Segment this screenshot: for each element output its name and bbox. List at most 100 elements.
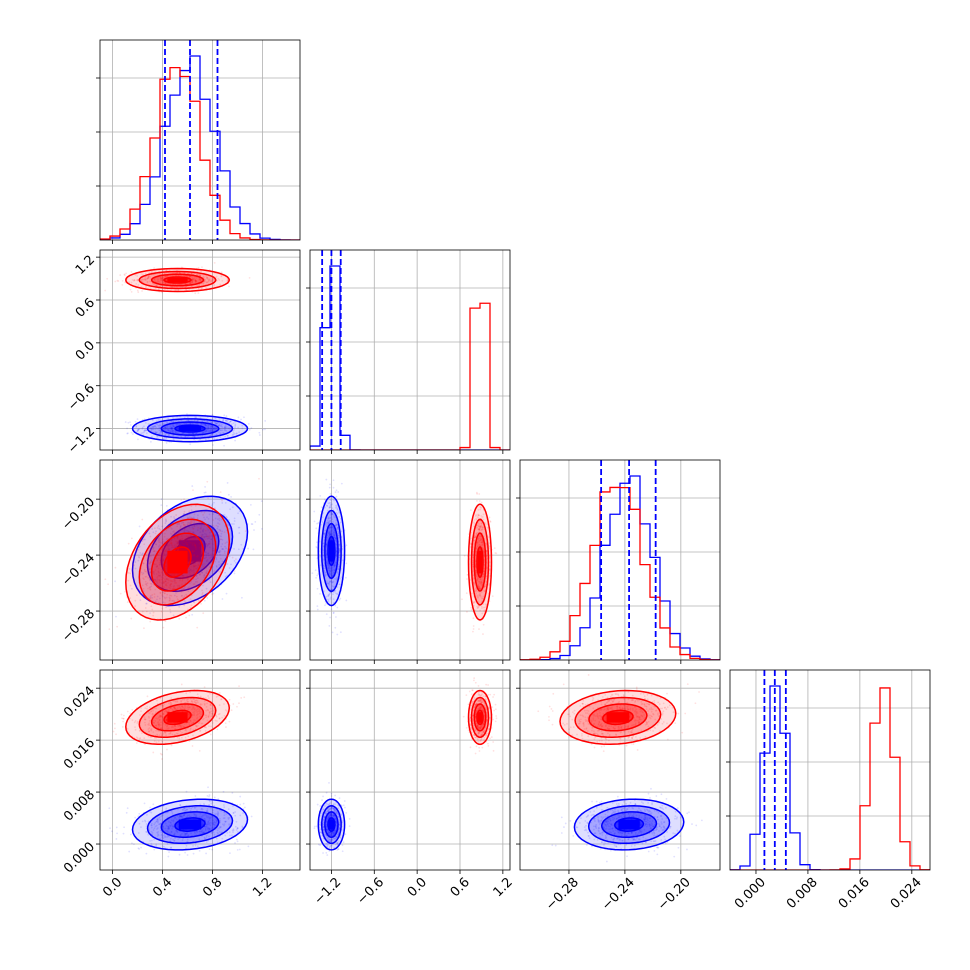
sample-point — [218, 551, 220, 554]
sample-point — [200, 524, 203, 527]
sample-point — [200, 522, 202, 525]
sample-point — [220, 518, 223, 521]
sample-point — [179, 579, 181, 582]
sample-point — [176, 536, 179, 539]
sample-point — [170, 430, 172, 433]
sample-point — [196, 577, 199, 580]
sample-point — [193, 601, 196, 604]
sample-point — [337, 568, 340, 571]
sample-point — [152, 428, 155, 431]
sample-point — [164, 434, 167, 436]
sample-point — [479, 527, 481, 530]
sample-point — [480, 605, 483, 608]
sample-point — [205, 810, 208, 812]
sample-point — [203, 565, 206, 568]
sample-point — [479, 537, 482, 540]
sample-point — [135, 279, 138, 282]
sample-point — [218, 528, 221, 531]
sample-point — [199, 553, 202, 555]
sample-point — [159, 559, 161, 562]
sample-point — [160, 430, 163, 433]
sample-point — [156, 559, 159, 562]
sample-point — [181, 808, 184, 811]
sample-point — [162, 276, 164, 279]
sample-point — [206, 526, 209, 529]
sample-point — [172, 425, 175, 428]
sample-point — [188, 526, 191, 529]
sample-point — [133, 279, 136, 282]
sample-point — [477, 528, 480, 531]
sample-point — [171, 425, 174, 428]
sample-point — [334, 524, 337, 526]
sample-point — [195, 548, 197, 550]
sample-point — [207, 552, 209, 555]
sample-point — [178, 539, 181, 542]
sample-point — [486, 566, 488, 569]
sample-point — [196, 555, 199, 558]
sample-point — [153, 838, 155, 841]
sample-point — [210, 434, 213, 436]
sample-point — [328, 582, 330, 585]
sample-point — [322, 558, 325, 561]
sample-point — [195, 416, 198, 418]
sample-point — [173, 574, 176, 577]
sample-point — [206, 429, 209, 431]
sample-point — [190, 604, 193, 607]
sample-point — [183, 272, 186, 274]
sample-point — [330, 561, 333, 564]
sample-point — [218, 535, 221, 537]
sample-point — [258, 431, 261, 434]
sample-point — [175, 830, 178, 833]
sample-point — [250, 815, 253, 818]
sample-point — [193, 565, 196, 567]
sample-point — [180, 815, 183, 818]
sample-point — [315, 576, 317, 579]
sample-point — [223, 514, 226, 516]
sample-point — [180, 590, 183, 593]
histogram-panel — [100, 40, 300, 240]
sample-point — [127, 579, 130, 582]
sample-point — [474, 515, 477, 517]
sample-point — [237, 426, 239, 429]
sample-point — [154, 424, 156, 427]
sample-point — [328, 534, 331, 537]
sample-point — [169, 579, 172, 582]
sample-point — [200, 279, 203, 281]
sample-point — [178, 853, 181, 856]
sample-point — [240, 543, 243, 546]
sample-point — [224, 427, 227, 430]
sample-point — [154, 580, 157, 583]
sample-point — [335, 551, 338, 554]
sample-point — [159, 432, 162, 434]
sample-point — [221, 502, 224, 504]
sample-point — [149, 579, 151, 582]
sample-point — [197, 273, 200, 276]
sample-point — [183, 539, 185, 542]
sample-point — [170, 582, 173, 585]
sample-point — [333, 565, 336, 567]
sample-point — [169, 426, 172, 429]
sample-point — [330, 532, 333, 535]
sample-point — [219, 436, 222, 439]
sample-point — [332, 479, 335, 482]
sample-point — [150, 427, 153, 430]
sample-point — [154, 600, 157, 603]
sample-point — [146, 281, 149, 284]
sample-point — [201, 420, 204, 422]
sample-point — [171, 588, 174, 591]
sample-point — [336, 592, 339, 595]
sample-point — [335, 578, 338, 581]
sample-point — [483, 554, 486, 557]
sample-point — [186, 541, 189, 544]
sample-point — [151, 594, 154, 596]
histogram-series — [310, 302, 510, 450]
sample-point — [475, 491, 478, 494]
histogram-panel — [310, 250, 510, 450]
sample-point — [212, 428, 215, 430]
sample-point — [154, 569, 157, 572]
sample-point — [333, 532, 336, 534]
sample-point — [243, 806, 246, 809]
histogram-series — [730, 687, 930, 870]
sample-point — [152, 425, 155, 428]
sample-point — [200, 522, 203, 525]
